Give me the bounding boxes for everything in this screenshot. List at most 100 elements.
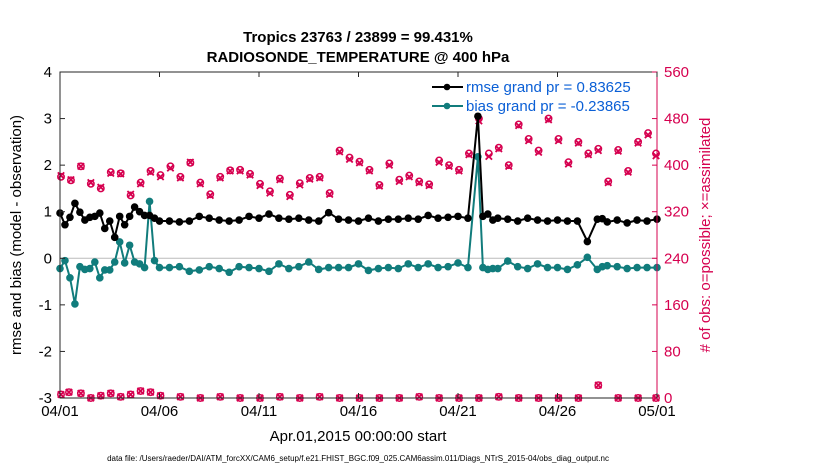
obs-possible-marker [614,146,623,154]
bias-point [533,260,542,268]
axes-background [60,72,657,398]
obs-assimilated-marker [305,175,314,183]
bias-point [304,258,313,266]
obs-assimilated-marker [485,152,493,161]
obs-assimilated-marker [594,381,603,390]
obs-possible-marker [156,391,165,400]
obs-possible-marker [206,190,215,199]
bias-point [643,263,651,272]
obs-possible-marker [106,389,115,398]
left-tick-label: -2 [39,343,52,360]
obs-possible-marker [395,175,404,184]
rmse-point [175,218,184,226]
rmse-point [494,214,502,223]
rmse-point [484,210,492,218]
legend-bias-marker-sample [443,102,451,110]
obs-possible-marker [96,391,105,400]
obs-assimilated-marker [375,182,384,190]
rmse-point [235,216,243,224]
rmse-point [623,219,631,227]
bias-point [464,263,472,272]
obs-possible-marker [315,172,324,181]
obs-possible-marker [355,157,364,166]
bias-point [205,262,214,271]
obs-assimilated-marker [176,174,185,182]
rmse-point [454,212,462,221]
obs-possible-marker [415,177,424,186]
rmse-point [120,220,129,229]
obs-assimilated-marker [574,139,583,147]
obs-assimilated-marker [156,172,165,181]
obs-possible-marker [584,149,593,158]
obs-assimilated-marker [276,175,284,184]
rmse-point [354,217,363,225]
right-tick-label: 80 [664,343,681,360]
bias-point [245,263,253,272]
obs-assimilated-marker [594,146,603,155]
obs-assimilated-marker [246,171,254,179]
obs-assimilated-marker [166,164,175,172]
obs-assimilated-marker [106,169,115,178]
obs-possible-marker [226,166,235,175]
obs-assimilated-marker [226,167,234,175]
rmse-point [503,215,512,223]
left-tick-label: 4 [44,64,52,81]
rmse-point [265,210,273,218]
bias-point [573,261,582,269]
obs-assimilated-marker [405,172,414,181]
left-tick-label: -3 [39,390,52,407]
obs-possible-marker [136,178,145,187]
bias-point [384,263,393,272]
obs-assimilated-marker [584,150,593,159]
rmse-point [61,220,69,229]
bias-point [503,257,512,265]
rmse-point [115,212,124,221]
obs-assimilated-marker [106,389,115,398]
obs-assimilated-marker [116,170,125,178]
obs-possible-marker [385,159,394,168]
rmse-point [583,237,592,246]
bias-point [404,260,413,268]
rmse-point [374,217,383,225]
obs-possible-marker [116,169,125,178]
rmse-point [275,214,283,223]
obs-possible-marker [425,180,434,189]
bias-point [334,263,343,272]
rmse-point [76,208,84,216]
rmse-point [633,216,641,224]
obs-possible-marker [335,146,344,155]
rmse-point [643,217,651,225]
x-tick-label: 04/16 [340,403,378,420]
bias-point [314,265,323,274]
rmse-point [135,207,144,216]
obs-assimilated-marker [564,160,573,168]
obs-assimilated-marker [604,178,613,187]
obs-possible-marker [564,158,573,167]
left-axis: -3 -2 -1 0 1 2 3 4 [39,64,65,407]
obs-assimilated-marker [445,162,453,171]
obs-assimilated-marker [325,190,334,199]
obs-assimilated-marker [146,168,155,176]
rmse-point [314,217,323,225]
rmse-point [384,215,393,223]
obs-possible-marker [57,172,65,181]
rmse-point [96,209,104,217]
obs-possible-marker [146,167,155,175]
obs-possible-marker [116,392,125,401]
bias-point [364,266,373,275]
rmse-point [563,217,572,225]
obs-possible-marker [644,129,652,138]
bias-point [613,262,622,271]
right-tick-label: 400 [664,157,689,174]
obs-assimilated-marker [494,392,503,401]
obs-assimilated-marker [455,167,463,175]
rmse-point [434,214,442,223]
rmse-point [404,214,413,223]
bias-point [583,253,592,262]
obs-assimilated-marker [435,158,443,167]
bias-point [105,266,114,274]
obs-possible-marker [594,144,603,153]
obs-assimilated-marker [315,174,324,182]
obs-assimilated-marker [295,181,304,189]
